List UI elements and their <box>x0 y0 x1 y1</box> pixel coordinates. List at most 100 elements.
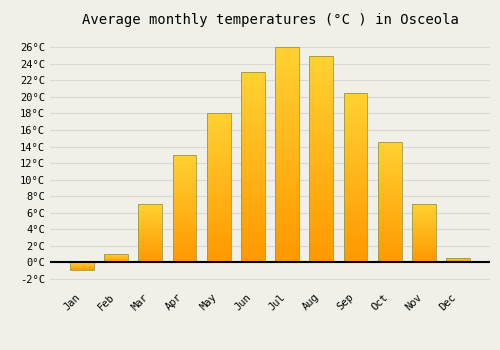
Bar <box>412 230 436 231</box>
Bar <box>275 142 299 146</box>
Bar <box>207 131 231 134</box>
Bar <box>275 112 299 116</box>
Bar <box>241 76 265 80</box>
Bar <box>310 101 333 105</box>
Bar <box>344 215 367 218</box>
Bar <box>138 247 162 248</box>
Bar <box>378 149 402 152</box>
Bar <box>310 130 333 134</box>
Bar <box>172 249 197 251</box>
Bar <box>241 194 265 198</box>
Bar <box>241 239 265 243</box>
Bar <box>378 238 402 241</box>
Bar <box>412 225 436 226</box>
Bar <box>378 260 402 262</box>
Bar <box>378 214 402 217</box>
Bar <box>241 72 265 262</box>
Bar <box>378 164 402 166</box>
Bar <box>275 56 299 60</box>
Bar <box>275 146 299 150</box>
Bar <box>138 205 162 207</box>
Bar <box>412 220 436 222</box>
Bar <box>412 231 436 232</box>
Bar <box>310 147 333 150</box>
Bar <box>138 224 162 225</box>
Bar <box>138 251 162 252</box>
Bar <box>172 239 197 241</box>
Bar <box>412 259 436 260</box>
Bar <box>310 118 333 122</box>
Bar <box>344 225 367 228</box>
Bar <box>207 209 231 212</box>
Bar <box>344 93 367 96</box>
Bar <box>207 179 231 182</box>
Bar <box>378 147 402 149</box>
Bar <box>412 240 436 241</box>
Bar <box>275 159 299 163</box>
Bar <box>275 198 299 202</box>
Bar <box>378 200 402 202</box>
Bar <box>344 184 367 188</box>
Bar <box>172 219 197 222</box>
Bar <box>412 219 436 220</box>
Bar <box>172 245 197 247</box>
Bar <box>172 159 197 161</box>
Bar <box>275 215 299 219</box>
Bar <box>207 113 231 262</box>
Bar <box>138 261 162 262</box>
Bar <box>344 117 367 120</box>
Bar <box>172 204 197 206</box>
Bar <box>275 90 299 94</box>
Bar <box>138 219 162 220</box>
Bar <box>207 185 231 188</box>
Bar <box>378 217 402 219</box>
Bar <box>446 258 470 262</box>
Bar <box>207 143 231 146</box>
Bar <box>344 232 367 235</box>
Bar <box>172 187 197 189</box>
Bar <box>310 60 333 64</box>
Bar <box>412 238 436 239</box>
Bar <box>310 237 333 241</box>
Bar <box>172 185 197 187</box>
Bar <box>378 210 402 212</box>
Bar <box>378 241 402 243</box>
Bar <box>378 190 402 193</box>
Bar <box>207 200 231 203</box>
Bar <box>207 119 231 122</box>
Bar <box>310 184 333 188</box>
Bar <box>310 134 333 138</box>
Bar <box>241 152 265 156</box>
Bar <box>310 175 333 180</box>
Bar <box>378 171 402 174</box>
Bar <box>138 250 162 251</box>
Bar <box>310 122 333 126</box>
Bar <box>344 123 367 127</box>
Bar <box>344 242 367 245</box>
Bar <box>241 114 265 118</box>
Bar <box>412 260 436 261</box>
Bar <box>344 259 367 262</box>
Bar <box>207 170 231 173</box>
Bar <box>138 259 162 260</box>
Bar <box>207 182 231 185</box>
Bar <box>378 157 402 159</box>
Bar <box>172 247 197 249</box>
Bar <box>275 103 299 107</box>
Bar <box>138 226 162 228</box>
Bar <box>172 178 197 181</box>
Bar <box>344 238 367 242</box>
Bar <box>138 233 162 235</box>
Bar <box>207 241 231 244</box>
Bar <box>172 226 197 228</box>
Bar <box>241 205 265 209</box>
Bar <box>207 224 231 226</box>
Bar <box>207 256 231 259</box>
Bar <box>378 142 402 145</box>
Bar <box>241 129 265 133</box>
Bar <box>241 121 265 125</box>
Bar <box>378 207 402 210</box>
Bar <box>412 208 436 209</box>
Bar <box>172 176 197 178</box>
Bar <box>207 137 231 140</box>
